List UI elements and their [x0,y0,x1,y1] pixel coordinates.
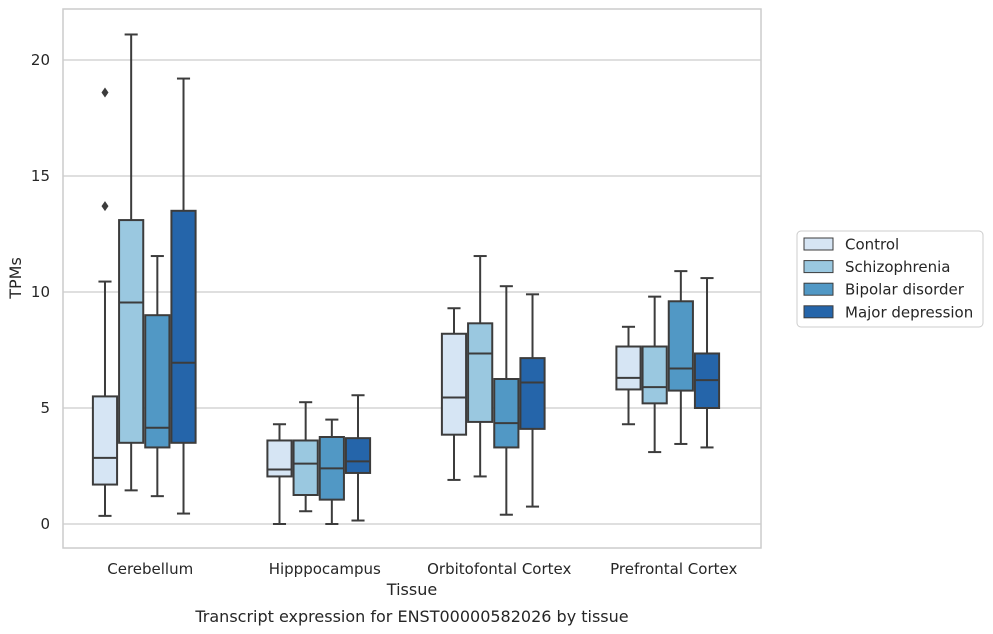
box-group [292,401,319,513]
box-iqr [144,314,171,449]
box-iqr [440,332,468,436]
x-axis-label: Tissue [386,580,437,599]
outlier-point [101,87,109,98]
legend-swatch [803,305,834,319]
box-series [91,33,721,525]
box-group [344,394,372,522]
box-group [144,255,171,498]
legend-entry: Bipolar disorder [845,281,965,299]
box-iqr [170,209,197,444]
y-axis-label: TPMs [6,257,25,300]
x-tick-label: Orbitofontal Cortex [427,560,571,578]
box-iqr [467,322,494,423]
box-group [118,33,145,492]
box-group [91,87,119,517]
y-tick-label: 10 [31,283,50,301]
legend: Control Schizophrenia Bipolar disorder Majo… [796,230,984,328]
box-iqr [118,219,145,444]
box-group [667,270,694,445]
x-tick-label: Hipppocampus [269,560,381,578]
outlier-point [101,201,109,212]
legend-swatch [803,237,834,251]
box-group [493,285,520,516]
box-iqr [615,345,642,391]
box-group [693,277,721,449]
box-group [615,325,642,426]
box-iqr [641,345,668,405]
y-tick-label: 5 [40,399,50,417]
box-group [467,255,494,478]
box-iqr [493,378,520,449]
x-tick-label: Prefrontal Cortex [610,560,737,578]
box-group [318,418,345,525]
box-iqr [667,300,694,392]
box-iqr [91,395,119,486]
box-group [641,295,668,454]
x-tick-labels: Cerebellum Hipppocampus Orbitofontal Corte… [107,560,737,578]
legend-entry: Major depression [845,303,973,321]
y-tick-label: 0 [40,515,50,533]
box-group [266,423,293,525]
legend-entry: Schizophrenia [845,258,950,276]
y-tick-label: 20 [31,51,50,69]
y-tick-labels: 0 5 10 15 20 [31,51,50,533]
y-tick-label: 15 [31,167,50,185]
box-iqr [266,439,293,478]
y-grid-lines [63,59,761,525]
box-group [170,77,197,515]
plot-frame [62,8,762,549]
chart-caption: Transcript expression for ENST0000058202… [194,607,628,626]
box-iqr [292,439,319,497]
box-group [519,293,546,508]
legend-entry: Control [845,236,899,254]
legend-swatch [803,282,834,296]
x-tick-label: Cerebellum [107,560,193,578]
legend-swatch [803,260,834,274]
legend-frame [796,230,984,328]
box-group [440,307,468,481]
box-iqr [519,357,546,430]
box-iqr [344,437,372,474]
